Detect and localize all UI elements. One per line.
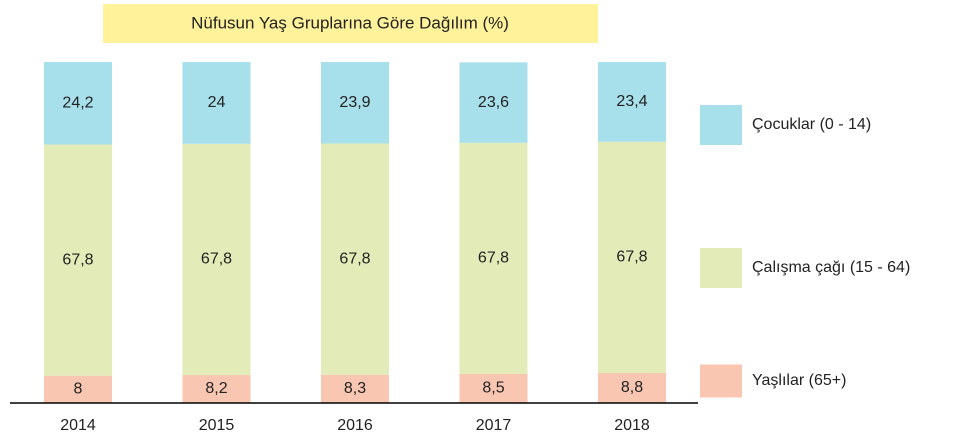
bar-segment [598, 372, 666, 403]
bar-segment [321, 62, 389, 144]
bar-segment [44, 375, 112, 403]
data-label: 8 [74, 381, 83, 398]
legend-swatch [700, 248, 742, 288]
legend-label: Çocuklar (0 - 14) [752, 116, 871, 133]
x-tick-label: 2016 [337, 417, 373, 434]
data-label: 23,4 [616, 93, 647, 110]
bar-segment [459, 374, 528, 403]
bar-segment [321, 374, 389, 403]
x-tick-label: 2015 [199, 417, 235, 434]
bar-segment [182, 143, 251, 376]
data-label: 23,6 [478, 94, 509, 111]
bar-segment [44, 144, 112, 376]
bar-segment [598, 141, 666, 373]
x-tick-label: 2014 [60, 417, 96, 434]
data-label: 24,2 [62, 94, 93, 111]
data-label: 67,8 [339, 250, 370, 267]
bar-segment [182, 62, 251, 144]
bar-segment [459, 142, 528, 375]
data-label: 23,9 [339, 94, 370, 111]
chart-title: Nüfusun Yaş Gruplarına Göre Dağılım (%) [191, 13, 509, 32]
data-label: 67,8 [201, 251, 232, 268]
data-label: 67,8 [62, 251, 93, 268]
data-label: 8,3 [344, 380, 366, 397]
x-tick-label: 2017 [476, 417, 512, 434]
bar-segment [321, 143, 389, 375]
bar-segment [182, 375, 251, 403]
data-label: 67,8 [616, 249, 647, 266]
data-label: 24 [208, 94, 226, 111]
legend-label: Çalışma çağı (15 - 64) [752, 259, 910, 276]
x-tick-label: 2018 [614, 417, 650, 434]
data-label: 8,2 [205, 380, 227, 397]
bar-segment [598, 62, 666, 142]
title-box [103, 4, 598, 43]
data-label: 8,8 [621, 379, 643, 396]
data-label: 8,5 [482, 380, 504, 397]
bar-segment [459, 62, 528, 143]
legend-label: Yaşlılar (65+) [752, 372, 846, 389]
data-label: 67,8 [478, 250, 509, 267]
legend-swatch [700, 105, 742, 145]
bar-segment [44, 62, 112, 145]
legend-swatch [700, 364, 742, 398]
